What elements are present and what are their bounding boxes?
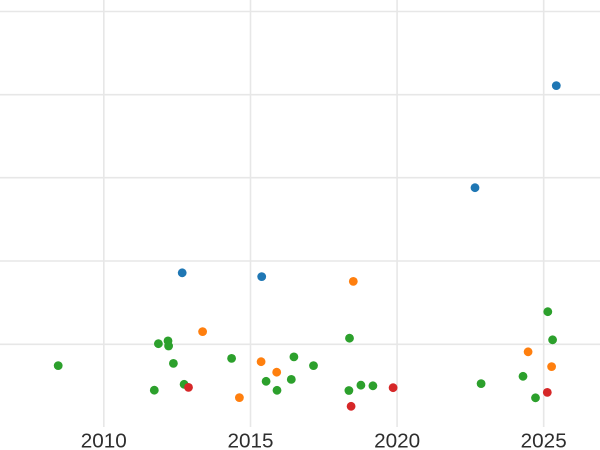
svg-text:2025: 2025 [521,429,567,450]
svg-text:2015: 2015 [227,429,273,450]
svg-text:2020: 2020 [374,429,420,450]
svg-text:2010: 2010 [81,429,127,450]
